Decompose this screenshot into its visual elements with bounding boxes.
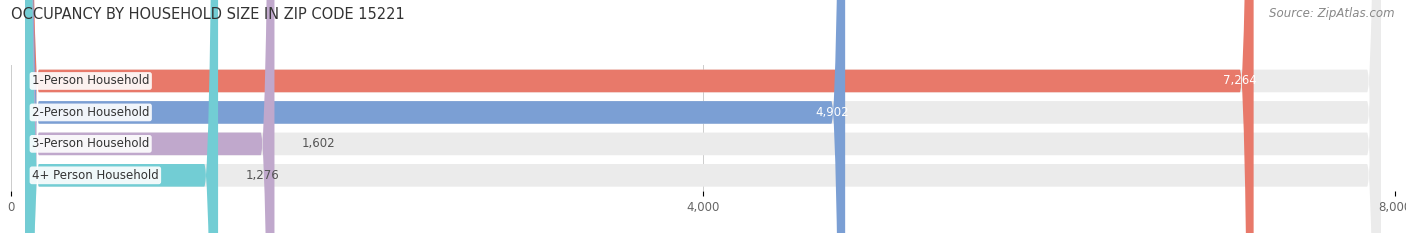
Text: 7,264: 7,264 xyxy=(1223,75,1257,87)
FancyBboxPatch shape xyxy=(25,0,1381,233)
FancyBboxPatch shape xyxy=(25,0,274,233)
FancyBboxPatch shape xyxy=(25,0,1381,233)
FancyBboxPatch shape xyxy=(25,0,1381,233)
Text: 2-Person Household: 2-Person Household xyxy=(32,106,149,119)
Text: 1,276: 1,276 xyxy=(246,169,280,182)
Text: OCCUPANCY BY HOUSEHOLD SIZE IN ZIP CODE 15221: OCCUPANCY BY HOUSEHOLD SIZE IN ZIP CODE … xyxy=(11,7,405,22)
FancyBboxPatch shape xyxy=(25,0,845,233)
Text: 4,902: 4,902 xyxy=(815,106,849,119)
Text: 4+ Person Household: 4+ Person Household xyxy=(32,169,159,182)
FancyBboxPatch shape xyxy=(25,0,218,233)
Text: 1,602: 1,602 xyxy=(302,137,336,150)
Text: 1-Person Household: 1-Person Household xyxy=(32,75,149,87)
Text: 3-Person Household: 3-Person Household xyxy=(32,137,149,150)
FancyBboxPatch shape xyxy=(25,0,1254,233)
FancyBboxPatch shape xyxy=(25,0,1381,233)
Text: Source: ZipAtlas.com: Source: ZipAtlas.com xyxy=(1270,7,1395,20)
